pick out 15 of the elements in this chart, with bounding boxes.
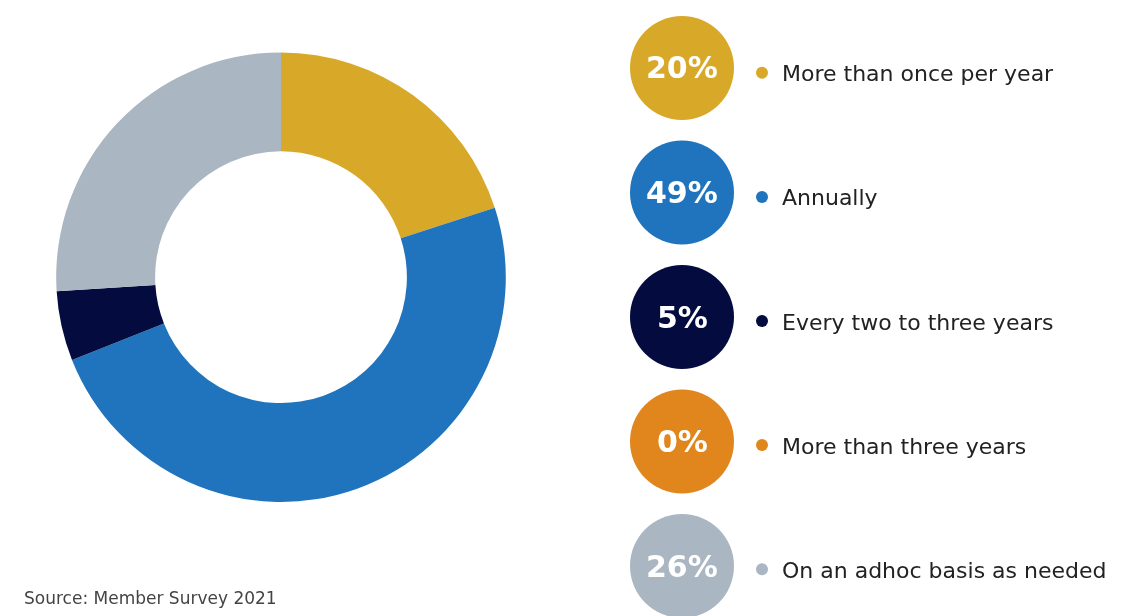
data-label: 20% bbox=[646, 50, 718, 85]
legend-label: On an adhoc basis as needed bbox=[782, 557, 1107, 583]
data-label: 49% bbox=[646, 175, 718, 210]
donut-slice bbox=[56, 285, 164, 360]
donut-slice bbox=[56, 52, 281, 292]
source-note: Source: Member Survey 2021 bbox=[24, 588, 277, 608]
legend-label: Every two to three years bbox=[782, 309, 1054, 335]
legend-label: More than once per year bbox=[782, 61, 1055, 87]
data-label: 26% bbox=[646, 549, 718, 584]
data-label: 5% bbox=[657, 300, 708, 335]
legend-label: Annually bbox=[782, 185, 878, 211]
donut-slice bbox=[71, 207, 506, 502]
donut-slice bbox=[281, 52, 495, 239]
text: 0% bbox=[657, 424, 708, 459]
legend-label: More than three years bbox=[782, 433, 1027, 459]
